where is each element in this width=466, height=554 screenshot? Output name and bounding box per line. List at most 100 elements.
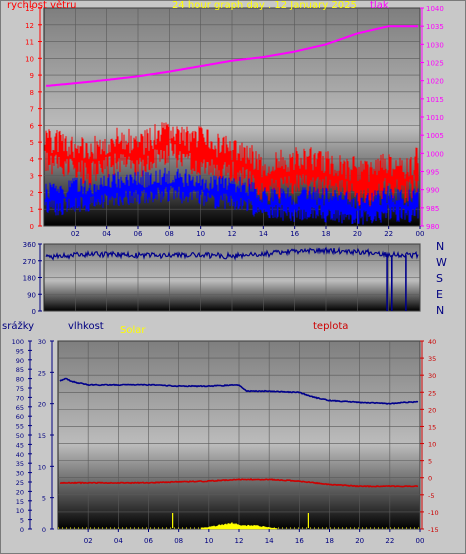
climate-x-tick-label: 00	[416, 537, 425, 545]
temperature-tick-label: 10	[428, 441, 436, 449]
temperature-label: teplota	[313, 321, 349, 332]
temperature-tick-label: 0	[428, 475, 432, 483]
rain-tick-label: 80	[16, 376, 24, 384]
humidity-tick-label: 25	[38, 369, 46, 377]
wind-tick-label: 4	[30, 156, 35, 164]
climate-x-tick-label: 14	[265, 537, 274, 545]
wind-tick-label: 6	[30, 122, 35, 130]
rain-tick-label: 15	[16, 498, 24, 506]
humidity-tick-label: 5	[42, 495, 46, 503]
solar-series	[200, 521, 278, 530]
rain-tick-label: 40	[16, 451, 24, 459]
direction-tick-label: 270	[23, 258, 36, 266]
humidity-label: vlhkost	[68, 321, 104, 332]
wind-x-tick-label: 12	[228, 230, 237, 238]
rain-tick-label: 70	[16, 394, 24, 402]
climate-x-tick-label: 06	[144, 537, 153, 545]
rain-tick-label: 55	[16, 423, 24, 431]
humidity-series	[59, 377, 419, 405]
wind-tick-label: 7	[30, 106, 34, 114]
compass-n-top: N	[436, 240, 445, 253]
pressure-tick-label: 1025	[426, 60, 444, 68]
temperature-tick-label: 35	[428, 355, 436, 363]
pressure-tick-label: 980	[426, 223, 439, 231]
temperature-tick-label: -5	[428, 492, 434, 500]
wind-x-tick-label: 00	[416, 230, 425, 238]
wind-x-tick-label: 20	[353, 230, 362, 238]
rain-tick-label: 75	[16, 385, 24, 393]
humidity-tick-label: 30	[38, 338, 46, 346]
pressure-tick-label: 1030	[426, 41, 444, 49]
rain-tick-label: 65	[16, 404, 24, 412]
direction-series	[45, 246, 419, 261]
wind-x-tick-label: 14	[259, 230, 268, 238]
pressure-tick-label: 1020	[426, 78, 444, 86]
climate-x-tick-label: 18	[325, 537, 334, 545]
pressure-tick-label: 1005	[426, 132, 444, 140]
pressure-tick-label: 995	[426, 169, 439, 177]
direction-tick-label: 180	[23, 275, 36, 283]
climate-x-tick-label: 16	[295, 537, 304, 545]
pressure-tick-label: 990	[426, 187, 439, 195]
temperature-tick-label: -10	[428, 509, 439, 517]
compass-w: W	[436, 256, 447, 269]
humidity-tick-label: 0	[42, 526, 46, 534]
pressure-tick-label: 1015	[426, 96, 444, 104]
wind-tick-label: 1	[30, 206, 34, 214]
wind-x-tick-label: 02	[71, 230, 80, 238]
temperature-tick-label: -15	[428, 526, 439, 534]
pressure-tick-label: 1040	[426, 5, 444, 13]
rain-tick-label: 85	[16, 366, 24, 374]
wind-tick-label: 3	[30, 173, 34, 181]
rain-tick-label: 35	[16, 460, 24, 468]
climate-x-tick-label: 08	[174, 537, 183, 545]
temperature-tick-label: 5	[428, 458, 432, 466]
wind-tick-label: 5	[30, 139, 34, 147]
temperature-tick-label: 40	[428, 338, 436, 346]
pressure-series	[45, 25, 418, 87]
wind-x-tick-label: 04	[102, 230, 111, 238]
compass-n-bottom: N	[436, 304, 445, 317]
pressure-tick-label: 1035	[426, 23, 444, 31]
wind-average-series	[44, 167, 419, 225]
pressure-tick-label: 985	[426, 205, 439, 213]
rain-tick-label: 45	[16, 441, 24, 449]
wind-tick-label: 2	[30, 189, 34, 197]
climate-x-tick-label: 04	[114, 537, 123, 545]
climate-x-tick-label: 20	[355, 537, 364, 545]
temperature-series	[59, 477, 419, 488]
direction-tick-label: 90	[27, 291, 36, 299]
wind-tick-label: 0	[30, 223, 34, 231]
direction-tick-label: 360	[23, 241, 36, 249]
rain-tick-label: 5	[20, 517, 24, 525]
wind-tick-label: 9	[30, 72, 34, 80]
solar-label: Solar	[120, 325, 146, 336]
humidity-tick-label: 15	[38, 432, 46, 440]
rain-tick-label: 30	[16, 470, 24, 478]
temperature-tick-label: 30	[428, 372, 436, 380]
compass-s: S	[436, 272, 443, 285]
compass-e: E	[436, 288, 443, 301]
wind-x-tick-label: 16	[290, 230, 299, 238]
rain-tick-label: 25	[16, 479, 24, 487]
rain-label: srážky	[2, 321, 35, 332]
wind-gust-series	[44, 122, 419, 207]
rain-tick-label: 20	[16, 488, 24, 496]
wind-tick-label: 8	[30, 89, 34, 97]
wind-tick-label: 11	[25, 39, 34, 47]
wind-x-tick-label: 22	[384, 230, 393, 238]
wind-x-tick-label: 18	[322, 230, 331, 238]
climate-x-tick-label: 02	[84, 537, 93, 545]
wind-x-tick-label: 06	[134, 230, 143, 238]
climate-x-tick-label: 22	[385, 537, 394, 545]
wind-tick-label: 10	[25, 55, 34, 63]
rain-tick-label: 50	[16, 432, 24, 440]
humidity-tick-label: 10	[38, 463, 46, 471]
temperature-tick-label: 20	[428, 406, 436, 414]
rain-tick-label: 100	[12, 338, 24, 346]
wind-x-tick-label: 08	[165, 230, 174, 238]
wind-x-tick-label: 10	[196, 230, 205, 238]
climate-x-tick-label: 10	[204, 537, 213, 545]
humidity-tick-label: 20	[38, 401, 46, 409]
